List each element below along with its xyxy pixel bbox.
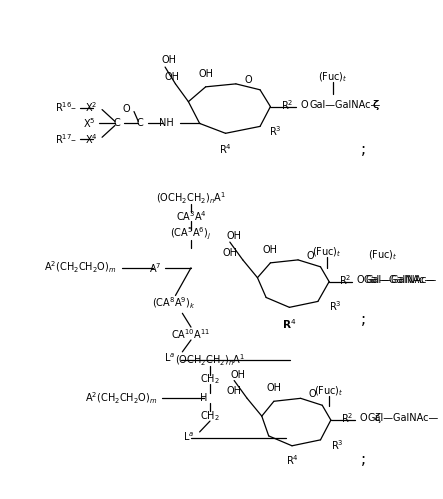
- Text: (Fuc)$_t$: (Fuc)$_t$: [314, 385, 344, 398]
- Text: R$^4$: R$^4$: [282, 317, 296, 331]
- Text: R$^2$: R$^2$: [281, 98, 293, 112]
- Text: O: O: [357, 274, 365, 284]
- Text: ;: ;: [361, 142, 366, 157]
- Text: OH: OH: [227, 231, 242, 241]
- Text: L$^a$: L$^a$: [164, 352, 175, 364]
- Text: Gal—GalNAc—: Gal—GalNAc—: [367, 413, 439, 423]
- Text: L$^a$: L$^a$: [183, 431, 194, 443]
- Text: O: O: [244, 75, 252, 85]
- Text: O: O: [308, 389, 316, 399]
- Text: (OCH$_2$CH$_2$)$_n$A$^1$: (OCH$_2$CH$_2$)$_n$A$^1$: [175, 353, 245, 368]
- Text: ζ: ζ: [372, 100, 378, 110]
- Text: O: O: [301, 100, 308, 110]
- Text: (OCH$_2$CH$_2$)$_n$A$^1$: (OCH$_2$CH$_2$)$_n$A$^1$: [156, 191, 226, 206]
- Text: OH: OH: [231, 370, 246, 380]
- Text: OH: OH: [162, 55, 177, 65]
- Text: R$^3$: R$^3$: [329, 299, 342, 313]
- Text: X$^5$: X$^5$: [83, 117, 96, 130]
- Text: (Fuc)$_t$: (Fuc)$_t$: [312, 245, 342, 259]
- Text: OH: OH: [227, 386, 242, 396]
- Text: R$^2$: R$^2$: [341, 411, 354, 425]
- Text: ζ: ζ: [372, 100, 378, 110]
- Text: O: O: [123, 104, 131, 114]
- Text: X$^4$: X$^4$: [85, 132, 98, 146]
- Text: (Fuc)$_t$: (Fuc)$_t$: [318, 70, 347, 84]
- Text: CH$_2$: CH$_2$: [200, 409, 220, 423]
- Text: O: O: [306, 251, 314, 261]
- Text: C: C: [113, 118, 120, 128]
- Text: OH: OH: [198, 69, 213, 79]
- Text: H: H: [200, 393, 207, 403]
- Text: CA$^{10}$A$^{11}$: CA$^{10}$A$^{11}$: [171, 327, 210, 341]
- Text: R$^3$: R$^3$: [269, 124, 281, 138]
- Text: (Fuc)$_t$: (Fuc)$_t$: [368, 248, 397, 262]
- Text: ;: ;: [361, 312, 366, 327]
- Text: (CA$^8$A$^9$)$_k$: (CA$^8$A$^9$)$_k$: [152, 296, 195, 311]
- Text: O: O: [359, 413, 367, 423]
- Text: A$^7$: A$^7$: [149, 261, 162, 274]
- Text: R$^{16}$–: R$^{16}$–: [55, 101, 77, 114]
- Text: Gal—GalNAc—: Gal—GalNAc—: [365, 274, 437, 284]
- Text: OH: OH: [263, 245, 278, 255]
- Text: CA$^3$A$^4$: CA$^3$A$^4$: [175, 210, 206, 223]
- Text: CH$_2$: CH$_2$: [200, 373, 220, 386]
- Text: ;: ;: [361, 452, 366, 467]
- Text: R$^4$: R$^4$: [286, 453, 299, 467]
- Text: A$^2$(CH$_2$CH$_2$O)$_m$: A$^2$(CH$_2$CH$_2$O)$_m$: [85, 391, 158, 406]
- Text: R$^3$: R$^3$: [331, 438, 343, 452]
- Text: (CA$^5$A$^6$)$_j$: (CA$^5$A$^6$)$_j$: [171, 226, 212, 243]
- Text: R$^{17}$–: R$^{17}$–: [55, 132, 77, 146]
- Text: Gal—GalNAc—: Gal—GalNAc—: [309, 100, 381, 110]
- Text: R$^4$: R$^4$: [219, 142, 232, 156]
- Text: NH: NH: [159, 118, 174, 128]
- Text: OH: OH: [223, 248, 237, 258]
- Text: C: C: [137, 118, 144, 128]
- Text: A$^2$(CH$_2$CH$_2$O)$_m$: A$^2$(CH$_2$CH$_2$O)$_m$: [44, 260, 117, 275]
- Text: Gal—GalNAc—: Gal—GalNAc—: [364, 274, 435, 284]
- Text: R$^2$: R$^2$: [339, 273, 352, 286]
- Text: X$^2$: X$^2$: [85, 101, 98, 114]
- Text: OH: OH: [165, 72, 180, 82]
- Text: OH: OH: [266, 383, 281, 393]
- Text: ζ: ζ: [374, 413, 380, 423]
